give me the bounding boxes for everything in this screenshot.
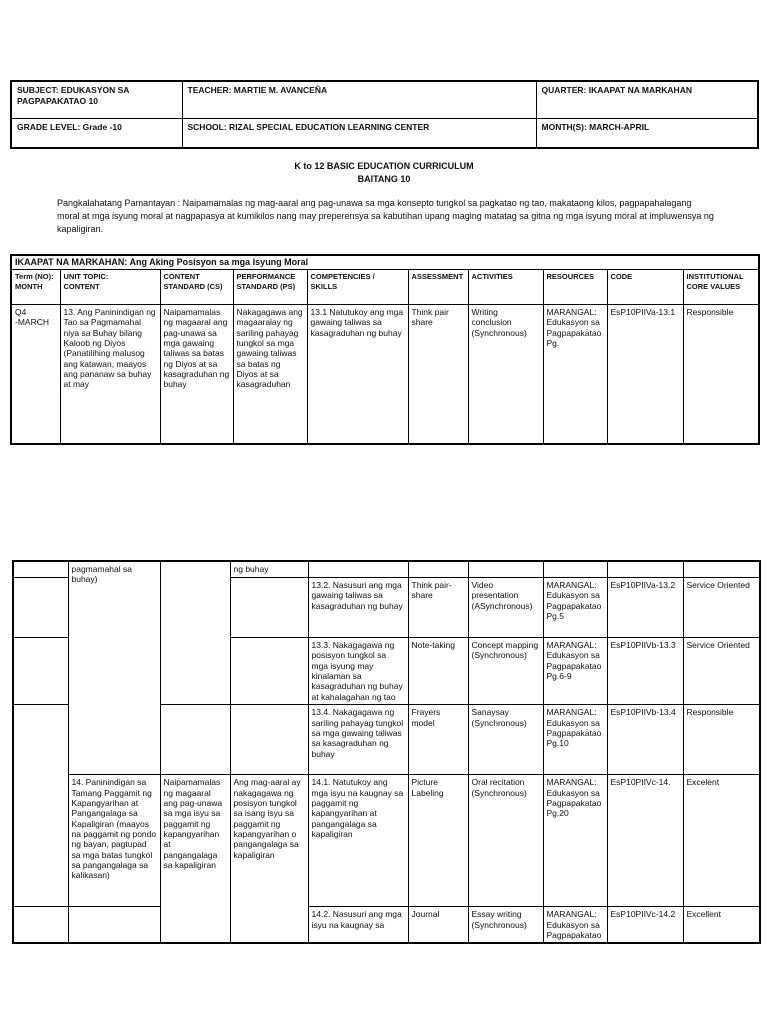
info-row-1: SUBJECT: EDUKASYON SA PAGPAPAKATAO 10 TE… — [10, 80, 759, 119]
cell-content-standard-14: Naipamamalas ng magaaral ang pag-unawa s… — [159, 774, 231, 944]
table-row-14-2: 14.2. Nasusuri ang mga isyu na kaugnay s… — [12, 906, 761, 944]
cell-resources: MARANGAL: Edukasyon sa Pagpapakatao Pg.1… — [542, 704, 608, 776]
curriculum-table-top: IKAAPAT NA MARKAHAN: Ang Aking Posisyon … — [10, 254, 761, 445]
quarter-banner-row: IKAAPAT NA MARKAHAN: Ang Aking Posisyon … — [10, 254, 760, 270]
cell-assessment: Picture Labeling — [407, 774, 469, 908]
cell-assessment: Note-taking — [407, 636, 469, 706]
curriculum-title-line1: K to 12 BASIC EDUCATION CURRICULUM — [294, 161, 474, 171]
empty-cell — [12, 560, 69, 578]
cell-core-value: Responsible — [682, 704, 761, 776]
cell-term: Q4 -MARCH — [10, 303, 61, 445]
col-header-term: Term (NO): MONTH — [10, 268, 61, 305]
empty-cell — [12, 704, 69, 908]
col-header-content-std: CONTENT STANDARD (CS) — [159, 268, 234, 305]
empty-cell — [682, 560, 761, 578]
info-row-2: GRADE LEVEL: Grade -10 SCHOOL: RIZAL SPE… — [10, 118, 759, 149]
cell-competency: 13.3. Nakagagawa ng posisyon tungkol sa … — [307, 636, 409, 706]
empty-cell — [159, 704, 231, 776]
column-header-row: Term (NO): MONTH UNIT TOPIC: CONTENT CON… — [10, 268, 760, 305]
header-info-table: SUBJECT: EDUKASYON SA PAGPAPAKATAO 10 TE… — [10, 80, 759, 149]
cell-performance-standard-14: Ang mag-aaral ay nakagagawa ng posisyon … — [229, 774, 309, 944]
col-header-perf-std: PERFORMANCE STANDARD (PS) — [232, 268, 308, 305]
cell-code: EsP10PIIVc-14.2 — [606, 906, 684, 944]
cell-school: SCHOOL: RIZAL SPECIAL EDUCATION LEARNING… — [181, 118, 537, 149]
cell-resources: MARANGAL: Edukasyon sa Pagpapakatao Pg.6… — [542, 636, 608, 706]
cell-activity: Writing conclusion (Synchronous) — [467, 303, 544, 445]
cell-code: EsP10PIIVb-13.3 — [606, 636, 684, 706]
empty-cell — [159, 560, 231, 706]
table-row-13-3: 13.3. Nakagagawa ng posisyon tungkol sa … — [12, 636, 761, 706]
cell-core-value: Responsible — [682, 303, 760, 445]
empty-cell — [229, 577, 309, 638]
table-row-14-1: 14. Paninindigan sa Tamang Paggamit ng K… — [13, 774, 761, 944]
cell-resources: MARANGAL: Edukasyon sa Pagpapakatao Pg. — [542, 303, 608, 445]
cell-competency: 14.1. Natutukoy ang mga isyu na kaugnay … — [307, 774, 409, 908]
cell-unit-topic: 13. Ang Paninindigan ng Tao sa Pagmamaha… — [59, 303, 161, 445]
cell-code: EsP10PIIVb-13.4 — [606, 704, 684, 776]
cell-assessment: Think pair-share — [407, 577, 469, 638]
cell-assessment: Journal — [407, 906, 469, 944]
cell-assessment: Think pair share — [407, 303, 469, 445]
cell-core-value: Service Oriented — [682, 636, 761, 706]
cell-core-value: Service Oriented — [682, 577, 761, 638]
cell-resources: MARANGAL: Edukasyon sa Pagpapakatao Pg.5 — [542, 577, 608, 638]
curriculum-table-continuation: pagmamahal sa buhay) ng buhay 13.2. Nasu… — [12, 560, 761, 945]
table-row-13-2: 13.2. Nasusuri ang mga gawaing taliwas s… — [12, 577, 761, 638]
col-header-core-values: INSTITUTIONAL CORE VALUES — [682, 268, 760, 305]
empty-cell — [67, 906, 161, 944]
empty-cell — [542, 560, 608, 578]
empty-cell — [12, 636, 69, 706]
cell-code: EsP10PIIVc-14. — [606, 774, 684, 908]
cell-activity: Sanaysay (Synchronous) — [467, 704, 544, 776]
empty-cell — [229, 636, 309, 706]
cell-content-standard: Naipamamalas ng magaaral ang pag-unawa s… — [159, 303, 234, 445]
col-header-assessment: ASSESSMENT — [407, 268, 469, 305]
empty-cell — [307, 560, 409, 578]
cell-activity: Oral recitation (Synchronous) — [467, 774, 544, 908]
cell-quarter: QUARTER: IKAAPAT NA MARKAHAN — [535, 80, 759, 119]
cell-unit-topic-continued: pagmamahal sa buhay) — [67, 560, 161, 776]
cell-activity: Essay writing (Synchronous) — [467, 906, 544, 944]
cell-assessment: Frayers model — [407, 704, 469, 776]
continuation-row: pagmamahal sa buhay) ng buhay — [12, 560, 761, 776]
cell-performance-standard: Nakagagawa ang magaaralay ng sariling pa… — [232, 303, 308, 445]
col-header-code: CODE — [606, 268, 684, 305]
col-header-resources: RESOURCES — [542, 268, 608, 305]
empty-cell — [407, 560, 469, 578]
cell-activity: Concept mapping (Synchronous) — [467, 636, 544, 706]
cell-performance-continued: ng buhay — [229, 560, 309, 578]
table-row-13: Q4 -MARCH 13. Ang Paninindigan ng Tao sa… — [10, 303, 760, 445]
cell-competency: 13.1 Natutukoy ang mga gawaing taliwas s… — [306, 303, 409, 445]
empty-cell — [12, 577, 69, 638]
cell-competency: 13.4. Nakagagawa ng sariling pahayag tun… — [307, 704, 409, 776]
cell-unit-topic-14: 14. Paninindigan sa Tamang Paggamit ng K… — [67, 774, 161, 908]
cell-competency: 13.2. Nasusuri ang mga gawaing taliwas s… — [307, 577, 409, 638]
empty-cell — [229, 704, 309, 776]
cell-core-value: Excellent — [682, 906, 761, 944]
cell-resources: MARANGAL: Edukasyon sa Pagpapakatao — [542, 906, 608, 944]
col-header-unit-topic: UNIT TOPIC: CONTENT — [59, 268, 161, 305]
cell-months: MONTH(S): MARCH-APRIL — [535, 118, 759, 149]
cell-teacher: TEACHER: MARTIE M. AVANCEÑA — [181, 80, 537, 119]
col-header-activities: ACTIVITIES — [467, 268, 544, 305]
curriculum-title: K to 12 BASIC EDUCATION CURRICULUM BAITA… — [0, 160, 768, 186]
cell-activity: Video presentation (ASynchronous) — [467, 577, 544, 638]
curriculum-title-line2: BAITANG 10 — [357, 174, 411, 184]
cell-code: EsP10PIIVa-13.2 — [606, 577, 684, 638]
cell-code: EsP10PIIVa-13.1 — [606, 303, 684, 445]
cell-competency: 14.2. Nasusuri ang mga isyu na kaugnay s… — [307, 906, 409, 944]
cell-subject: SUBJECT: EDUKASYON SA PAGPAPAKATAO 10 — [10, 80, 183, 119]
cell-resources: MARANGAL: Edukasyon sa Pagpapakatao Pg.2… — [542, 774, 608, 908]
cell-core-value: Excelent — [682, 774, 761, 908]
cell-grade-level: GRADE LEVEL: Grade -10 — [10, 118, 183, 149]
quarter-banner: IKAAPAT NA MARKAHAN: Ang Aking Posisyon … — [10, 254, 760, 270]
empty-cell — [12, 906, 69, 944]
empty-cell — [467, 560, 544, 578]
empty-cell — [606, 560, 684, 578]
col-header-competencies: COMPETENCIES / SKILLS — [306, 268, 409, 305]
general-standard-paragraph: Pangkalahatang Pamantayan : Naipamamalas… — [57, 198, 714, 234]
